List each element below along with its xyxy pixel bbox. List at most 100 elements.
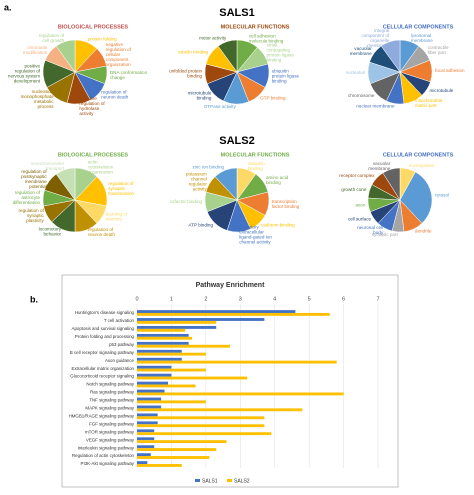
- x-tick-label: 1: [170, 296, 173, 302]
- slice-label: regulation of neuron death: [88, 227, 116, 237]
- bar: [137, 392, 344, 396]
- pie-title: MOLECULAR FUNCTIONS: [221, 24, 290, 30]
- legend-label: SALS2: [234, 478, 250, 484]
- bar: [137, 440, 227, 444]
- x-tick-label: 3: [239, 296, 242, 302]
- bar: [137, 341, 189, 345]
- bar: [137, 413, 158, 417]
- pie-slice: [382, 167, 401, 201]
- bar: [137, 397, 162, 401]
- slice-label: neuronal cell body: [357, 225, 384, 235]
- y-tick-label: B cell receptor signaling pathway: [70, 350, 135, 355]
- pie-slice: [55, 39, 76, 73]
- pie-slice: [380, 39, 401, 73]
- slice-label: regulation of neuron death: [101, 90, 129, 100]
- slice-label: microtubule binding: [188, 91, 212, 101]
- slice-label: ubiquitin protein ligase binding: [272, 69, 300, 84]
- slice-label: negative regulation of cellular component or…: [106, 42, 132, 67]
- slice-label: negative regulation of hydrolase activity: [79, 96, 105, 116]
- bar: [137, 432, 272, 436]
- slice-label: cytosol: [435, 193, 449, 198]
- bar: [137, 368, 206, 372]
- bar: [137, 389, 165, 393]
- y-tick-label: p53 pathway: [109, 342, 135, 347]
- slice-label: axon: [355, 203, 365, 208]
- slice-label: unfolded protein binding: [169, 69, 202, 79]
- bar: [137, 344, 230, 348]
- slice-label: integral component of organelle membrane: [361, 28, 390, 48]
- slice-label: synaptic part: [372, 232, 399, 237]
- bar: [137, 381, 168, 385]
- y-tick-label: Apoptosis and survival signaling: [72, 326, 135, 331]
- bar: [137, 312, 330, 316]
- pie-title: CELLULAR COMPONENTS: [383, 24, 454, 30]
- slice-label: cell adhesion molecule binding: [249, 34, 284, 44]
- bar: [137, 357, 182, 361]
- bar: [137, 373, 172, 377]
- y-tick-label: Extracellular matrix organization: [72, 366, 135, 371]
- x-tick-label: 5: [308, 296, 311, 302]
- slice-label: regulation of synaptic transmission: [108, 181, 134, 196]
- bar: [137, 448, 217, 451]
- pie-title: MOLECULAR FUNCTIONS: [221, 152, 290, 158]
- slice-label: focal adhesion: [435, 68, 465, 73]
- pie-slice: [399, 171, 433, 224]
- slice-label: protein folding: [88, 37, 117, 42]
- bar: [137, 352, 206, 356]
- y-tick-label: T cell activation: [104, 318, 135, 323]
- bar: [137, 405, 162, 409]
- bar: [137, 400, 206, 404]
- y-tick-label: Axon guidance: [105, 358, 135, 363]
- slice-label: amino acid binding: [266, 175, 289, 185]
- slice-label: DNA conformation change: [110, 70, 148, 80]
- slice-label: chromatin modification: [23, 45, 48, 55]
- slice-label: dendrite: [415, 229, 432, 234]
- slice-label: ubiquitin binding: [248, 161, 266, 171]
- slice-label: growth cone: [341, 187, 366, 192]
- bar: [137, 424, 265, 428]
- legend-label: SALS1: [202, 478, 218, 484]
- y-tick-label: TNF signaling pathway: [89, 398, 134, 403]
- bar: [137, 360, 337, 364]
- bar: [137, 445, 155, 449]
- y-tick-label: Glucocorticoid receptor signaling: [70, 374, 134, 379]
- legend-swatch: [227, 479, 232, 482]
- slice-label: learning or memory: [106, 212, 128, 222]
- slice-label: ATP binding: [188, 223, 213, 228]
- bar: [137, 384, 196, 388]
- bar: [137, 421, 158, 425]
- slice-label: regulation of astrocyte differentiation: [13, 190, 41, 205]
- x-tick-label: 7: [376, 296, 379, 302]
- slice-label: GTP binding: [260, 95, 286, 100]
- group-title: SALS2: [219, 135, 254, 147]
- slice-label: microtubule: [430, 88, 454, 93]
- y-tick-label: Notch signaling pathway: [86, 382, 134, 387]
- panel-label: a.: [4, 2, 12, 12]
- slice-label: regulation of synaptic plasticity: [19, 208, 45, 223]
- slice-label: vacuolar membrane: [368, 161, 390, 171]
- slice-label: nucleoside monophosphate metabolic process: [21, 89, 55, 109]
- bar: [137, 326, 217, 329]
- legend-swatch: [195, 479, 200, 482]
- bar: [137, 453, 151, 457]
- slice-label: nucleolus: [346, 70, 366, 75]
- x-tick-label: 6: [342, 296, 345, 302]
- slice-label: zinc ion binding: [192, 165, 224, 170]
- y-tick-label: Interleukin signaling pathway: [78, 445, 135, 450]
- y-tick-label: Huntington's disease signaling: [75, 310, 135, 315]
- slice-label: positive regulation of nervous system devel…: [8, 64, 41, 84]
- bar: [137, 333, 189, 337]
- slice-label: transcription factor binding: [272, 199, 300, 209]
- slice-label: cadherin binding: [261, 223, 295, 228]
- slice-label: locomotory behavior: [39, 227, 62, 237]
- bar: [137, 336, 193, 340]
- slice-label: actin cytoskeleton organization: [88, 160, 114, 175]
- pie-title: CELLULAR COMPONENTS: [383, 152, 454, 158]
- slice-label: vacuolar membrane: [350, 46, 372, 56]
- y-tick-label: mTOR signaling pathway: [85, 429, 135, 434]
- pie-title: BIOLOGICAL PROCESSES: [58, 24, 129, 30]
- pie-slice: [55, 167, 76, 201]
- bar: [137, 416, 265, 420]
